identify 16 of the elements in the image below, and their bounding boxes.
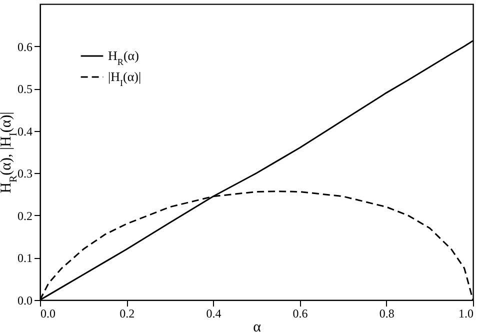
y-tick-label: 0.2 xyxy=(18,208,32,223)
y-tick-label: 0.6 xyxy=(18,40,32,54)
x-tick-label: 0.0 xyxy=(40,306,56,320)
x-axis-title: α xyxy=(253,320,262,333)
x-tick-label: 0.6 xyxy=(292,306,308,320)
y-tick-label: 0.4 xyxy=(18,124,32,138)
legend-label: |H$_{I}$(α)| xyxy=(108,69,142,88)
y-tick-label: 0.0 xyxy=(18,294,32,308)
x-tick-label: 0.2 xyxy=(120,306,135,320)
x-tick-label: 0.4 xyxy=(206,306,222,320)
y-tick-label: 0.5 xyxy=(18,82,32,96)
x-tick-label: 1.0 xyxy=(458,306,474,320)
legend-label: H$_{R}$(α) xyxy=(108,48,139,67)
x-tick-label: 0.8 xyxy=(379,306,394,320)
y-tick-label: 0.1 xyxy=(18,251,32,266)
y-tick-label: 0.3 xyxy=(18,166,32,181)
